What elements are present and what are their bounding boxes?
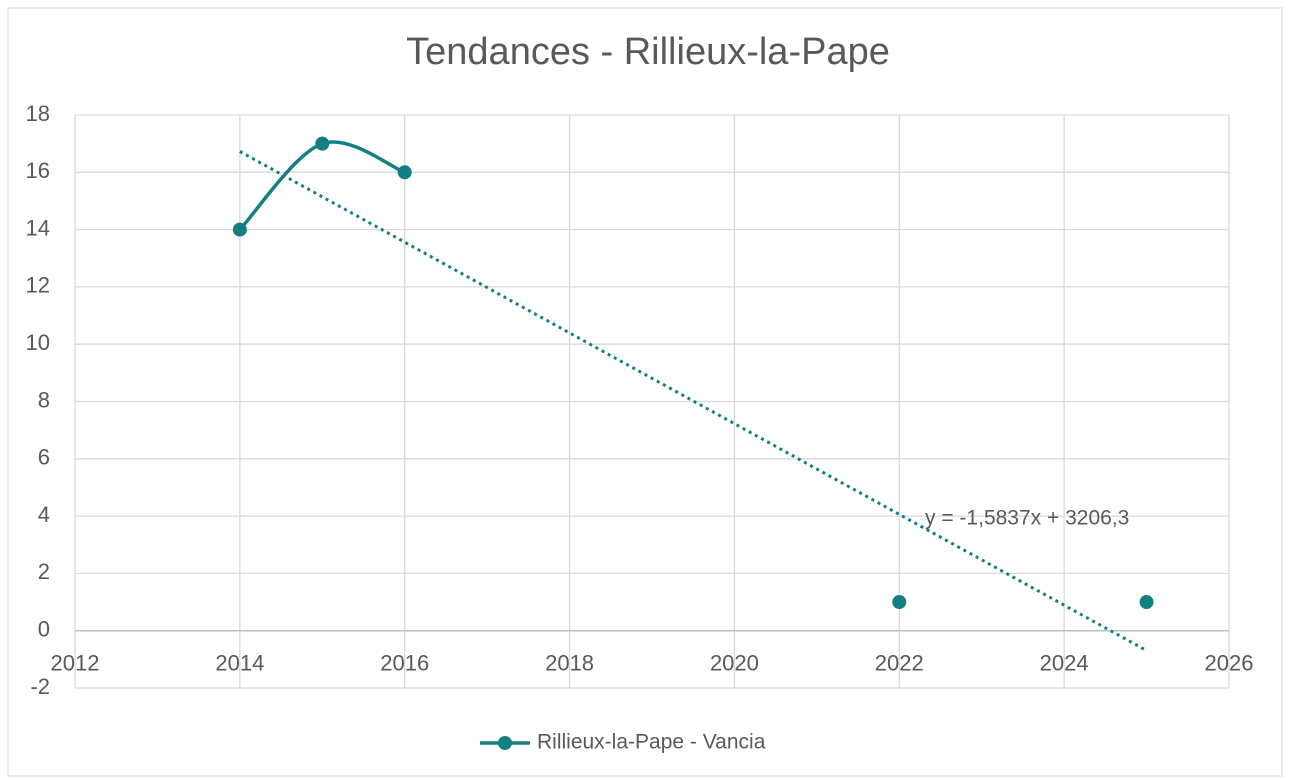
point <box>1139 595 1154 610</box>
trendline <box>239 150 1148 652</box>
x-tick-label: 2016 <box>380 651 429 676</box>
y-tick-label: 10 <box>26 330 50 355</box>
x-tick-label: 2022 <box>875 651 924 676</box>
y-tick-label: 8 <box>38 387 50 412</box>
y-tick-label: 6 <box>38 445 50 470</box>
trendline-label: y = -1,5837x + 3206,3 <box>925 507 1129 530</box>
chart-title: Tendances - Rillieux-la-Pape <box>406 31 890 73</box>
x-tick-label: 2014 <box>215 651 264 676</box>
y-tick-label: 0 <box>38 617 50 642</box>
chart-border <box>7 7 1283 777</box>
point <box>232 222 247 237</box>
x-tick-label: 2024 <box>1040 651 1089 676</box>
y-tick-label: -2 <box>30 674 50 699</box>
y-tick-label: 4 <box>38 502 50 527</box>
y-tick-label: 2 <box>38 559 50 584</box>
y-tick-label: 12 <box>26 273 50 298</box>
y-tick-label: 16 <box>26 158 50 183</box>
legend-marker <box>498 736 512 750</box>
legend-label: Rillieux-la-Pape - Vancia <box>537 731 766 754</box>
x-tick-label: 2020 <box>710 651 759 676</box>
point <box>315 136 330 151</box>
point <box>397 165 412 180</box>
point <box>892 595 907 610</box>
y-tick-label: 18 <box>26 101 50 126</box>
x-tick-label: 2018 <box>545 651 594 676</box>
y-tick-label: 14 <box>26 215 50 240</box>
x-tick-label: 2026 <box>1205 651 1254 676</box>
x-tick-label: 2012 <box>51 651 100 676</box>
